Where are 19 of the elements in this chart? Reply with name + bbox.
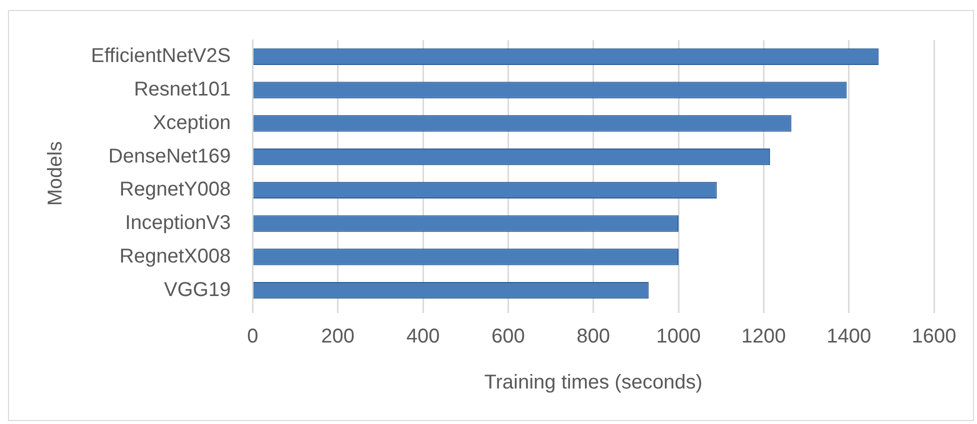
y-axis-title: Models [44,141,67,206]
y-tick-label: RegnetX008 [120,245,231,268]
x-tick-label: 1600 [912,326,956,348]
x-axis-title: Training times (seconds) [484,372,702,394]
x-tick-label: 600 [492,326,525,348]
x-tick-label: 1400 [826,326,872,348]
y-tick-label: VGG19 [164,278,231,301]
x-tick-label: 800 [576,326,610,348]
x-tick-label: 0 [247,326,258,348]
y-tick-label: RegnetY008 [120,178,231,201]
x-tick-label: 1000 [656,326,701,348]
y-tick-label: Resnet101 [134,78,231,101]
y-tick-label: DenseNet169 [108,145,231,168]
y-tick-label: InceptionV3 [125,212,231,234]
y-tick-label: Xception [152,112,231,134]
x-tick-label: 1200 [741,326,786,348]
x-tick-label: 200 [321,326,355,348]
x-tick-label: 400 [406,326,440,348]
y-tick-label: EfficientNetV2S [90,45,231,68]
